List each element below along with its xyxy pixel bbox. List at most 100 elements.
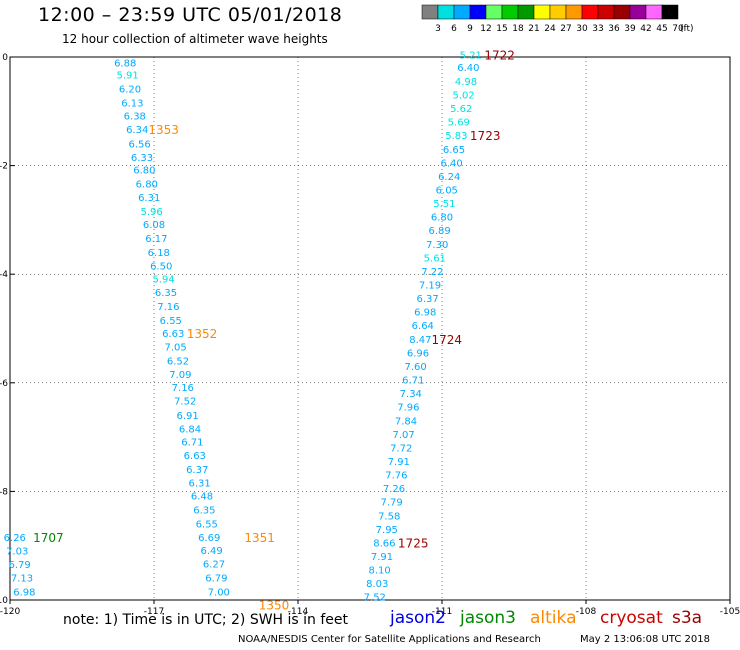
s3a-time-label: 1725 bbox=[398, 536, 429, 550]
s3a-swh-value: 8.66 bbox=[373, 538, 395, 549]
chart-title: 12:00 – 23:59 UTC 05/01/2018 bbox=[38, 4, 343, 26]
s3a-time-label: 1724 bbox=[432, 333, 463, 347]
altika-swh-value: 6.88 bbox=[114, 58, 136, 69]
jason3-swh-value: 6.79 bbox=[8, 560, 30, 571]
s3a-swh-value: 6.80 bbox=[431, 213, 453, 224]
s3a-swh-value: 7.22 bbox=[421, 267, 443, 278]
y-tick-label: 0 bbox=[2, 53, 8, 63]
s3a-swh-value: 5.51 bbox=[433, 199, 455, 210]
color-scale-tick-label: 15 bbox=[496, 24, 507, 34]
altika-swh-value: 6.38 bbox=[124, 112, 146, 123]
legend-cryosat: cryosat bbox=[600, 608, 663, 628]
s3a-swh-value: 4.98 bbox=[455, 77, 477, 88]
s3a-swh-value: 7.30 bbox=[426, 240, 448, 251]
s3a-swh-value: 6.24 bbox=[438, 172, 460, 183]
altika-swh-value: 6.35 bbox=[155, 288, 177, 299]
altika-swh-value: 5.91 bbox=[116, 70, 138, 81]
s3a-swh-value: 6.71 bbox=[402, 376, 424, 387]
color-scale-tick-label: 9 bbox=[467, 24, 473, 34]
color-scale-tick-label: 70 bbox=[672, 24, 684, 34]
s3a-swh-value: 5.62 bbox=[450, 104, 472, 115]
jason3-swh-value: 7.03 bbox=[6, 547, 28, 558]
x-tick-label: -105 bbox=[720, 607, 740, 617]
altika-swh-value: 6.63 bbox=[184, 451, 206, 462]
altika-swh-value: 6.34 bbox=[126, 125, 148, 136]
altika-swh-value: 6.31 bbox=[188, 479, 210, 490]
altika-swh-value: 6.37 bbox=[186, 465, 208, 476]
s3a-swh-value: 6.37 bbox=[416, 294, 438, 305]
altika-time-label: 1350 bbox=[259, 598, 290, 612]
x-tick-label: -114 bbox=[288, 607, 309, 617]
altika-swh-value: 6.18 bbox=[148, 248, 170, 259]
altika-swh-value: 6.13 bbox=[121, 99, 143, 110]
x-tick-label: -117 bbox=[144, 607, 164, 617]
s3a-swh-value: 7.84 bbox=[395, 416, 417, 427]
color-scale-tick-label: 27 bbox=[560, 24, 571, 34]
altika-swh-value: 6.55 bbox=[196, 519, 218, 530]
altika-swh-value: 6.56 bbox=[128, 139, 150, 150]
s3a-swh-value: 7.34 bbox=[400, 389, 422, 400]
y-tick-label: -6 bbox=[0, 379, 8, 389]
s3a-swh-value: 8.03 bbox=[366, 579, 388, 590]
s3a-swh-value: 7.91 bbox=[388, 457, 410, 468]
y-tick-label: -10 bbox=[0, 596, 8, 606]
s3a-swh-value: 7.95 bbox=[376, 525, 398, 536]
plot-frame bbox=[9, 56, 731, 601]
altika-swh-value: 6.27 bbox=[203, 560, 225, 571]
color-scale-tick-label: 21 bbox=[528, 24, 539, 34]
altika-swh-value: 7.16 bbox=[157, 302, 179, 313]
altika-swh-value: 6.80 bbox=[136, 180, 158, 191]
jason3-swh-value: 6.26 bbox=[4, 533, 26, 544]
altika-swh-value: 6.08 bbox=[143, 220, 165, 231]
plot-area: -120 -117 -114 -111 -108 -105 0 -2 -4 -6 -8 -10 6.88… bbox=[0, 48, 740, 617]
s3a-swh-value: 6.40 bbox=[457, 63, 479, 74]
s3a-swh-value: 6.89 bbox=[428, 226, 450, 237]
legend-jason2: jason2 bbox=[390, 608, 446, 628]
y-tick-label: -8 bbox=[0, 487, 8, 497]
s3a-swh-value: 7.91 bbox=[371, 552, 393, 563]
altika-time-label: 1353 bbox=[148, 123, 179, 137]
altika-swh-value: 7.16 bbox=[172, 383, 194, 394]
y-tick-label: -4 bbox=[0, 270, 8, 280]
s3a-swh-value: 7.07 bbox=[392, 430, 414, 441]
jason3-swh-value: 6.98 bbox=[13, 587, 35, 598]
s3a-swh-value: 7.26 bbox=[383, 484, 405, 495]
s3a-swh-value: 6.05 bbox=[436, 185, 458, 196]
footer-note: note: 1) Time is in UTC; 2) SWH is in fe… bbox=[63, 612, 349, 628]
altika-time-label: 1351 bbox=[244, 531, 275, 545]
s3a-swh-value: 5.69 bbox=[448, 118, 470, 129]
jason3-time-label: 1707 bbox=[33, 531, 64, 545]
color-scale-tick-label: 24 bbox=[544, 24, 556, 34]
s3a-swh-value: 7.58 bbox=[378, 511, 400, 522]
y-tick-label: -2 bbox=[0, 162, 8, 172]
s3a-swh-value: 7.72 bbox=[390, 443, 412, 454]
color-scale-swatch bbox=[661, 4, 679, 20]
altika-swh-value: 5.96 bbox=[140, 207, 162, 218]
altika-swh-value: 6.17 bbox=[145, 234, 167, 245]
altika-swh-value: 6.71 bbox=[181, 437, 203, 448]
s3a-swh-value: 5.83 bbox=[445, 131, 467, 142]
altika-swh-value: 6.63 bbox=[162, 329, 184, 340]
color-scale-legend: 3 6 9 12 15 18 21 24 27 30 33 36 39 42 45 70(ft) bbox=[421, 4, 694, 34]
altika-swh-value: 6.91 bbox=[176, 411, 198, 422]
altika-swh-value: 6.33 bbox=[131, 153, 153, 164]
color-scale-tick-label: 3 bbox=[435, 24, 441, 34]
s3a-swh-value: 5.21 bbox=[460, 50, 482, 61]
altika-swh-value: 6.69 bbox=[198, 533, 220, 544]
color-scale-unit: (ft) bbox=[680, 24, 694, 34]
altika-swh-value: 7.05 bbox=[164, 342, 186, 353]
s3a-time-label: 1722 bbox=[484, 48, 515, 62]
color-scale-tick-label: 6 bbox=[451, 24, 457, 34]
s3a-swh-value: 6.96 bbox=[407, 348, 429, 359]
color-scale-tick-label: 33 bbox=[592, 24, 603, 34]
s3a-swh-value: 7.19 bbox=[419, 281, 441, 292]
color-scale-tick-label: 12 bbox=[480, 24, 491, 34]
legend-s3a: s3a bbox=[672, 608, 703, 628]
altika-swh-value: 6.55 bbox=[160, 316, 182, 327]
altika-swh-value: 6.20 bbox=[119, 84, 141, 95]
s3a-swh-value: 7.79 bbox=[380, 498, 402, 509]
s3a-swh-value: 7.60 bbox=[404, 362, 426, 373]
legend-altika: altika bbox=[530, 608, 577, 628]
s3a-swh-value: 7.52 bbox=[364, 593, 386, 604]
legend-jason3: jason3 bbox=[460, 608, 516, 628]
